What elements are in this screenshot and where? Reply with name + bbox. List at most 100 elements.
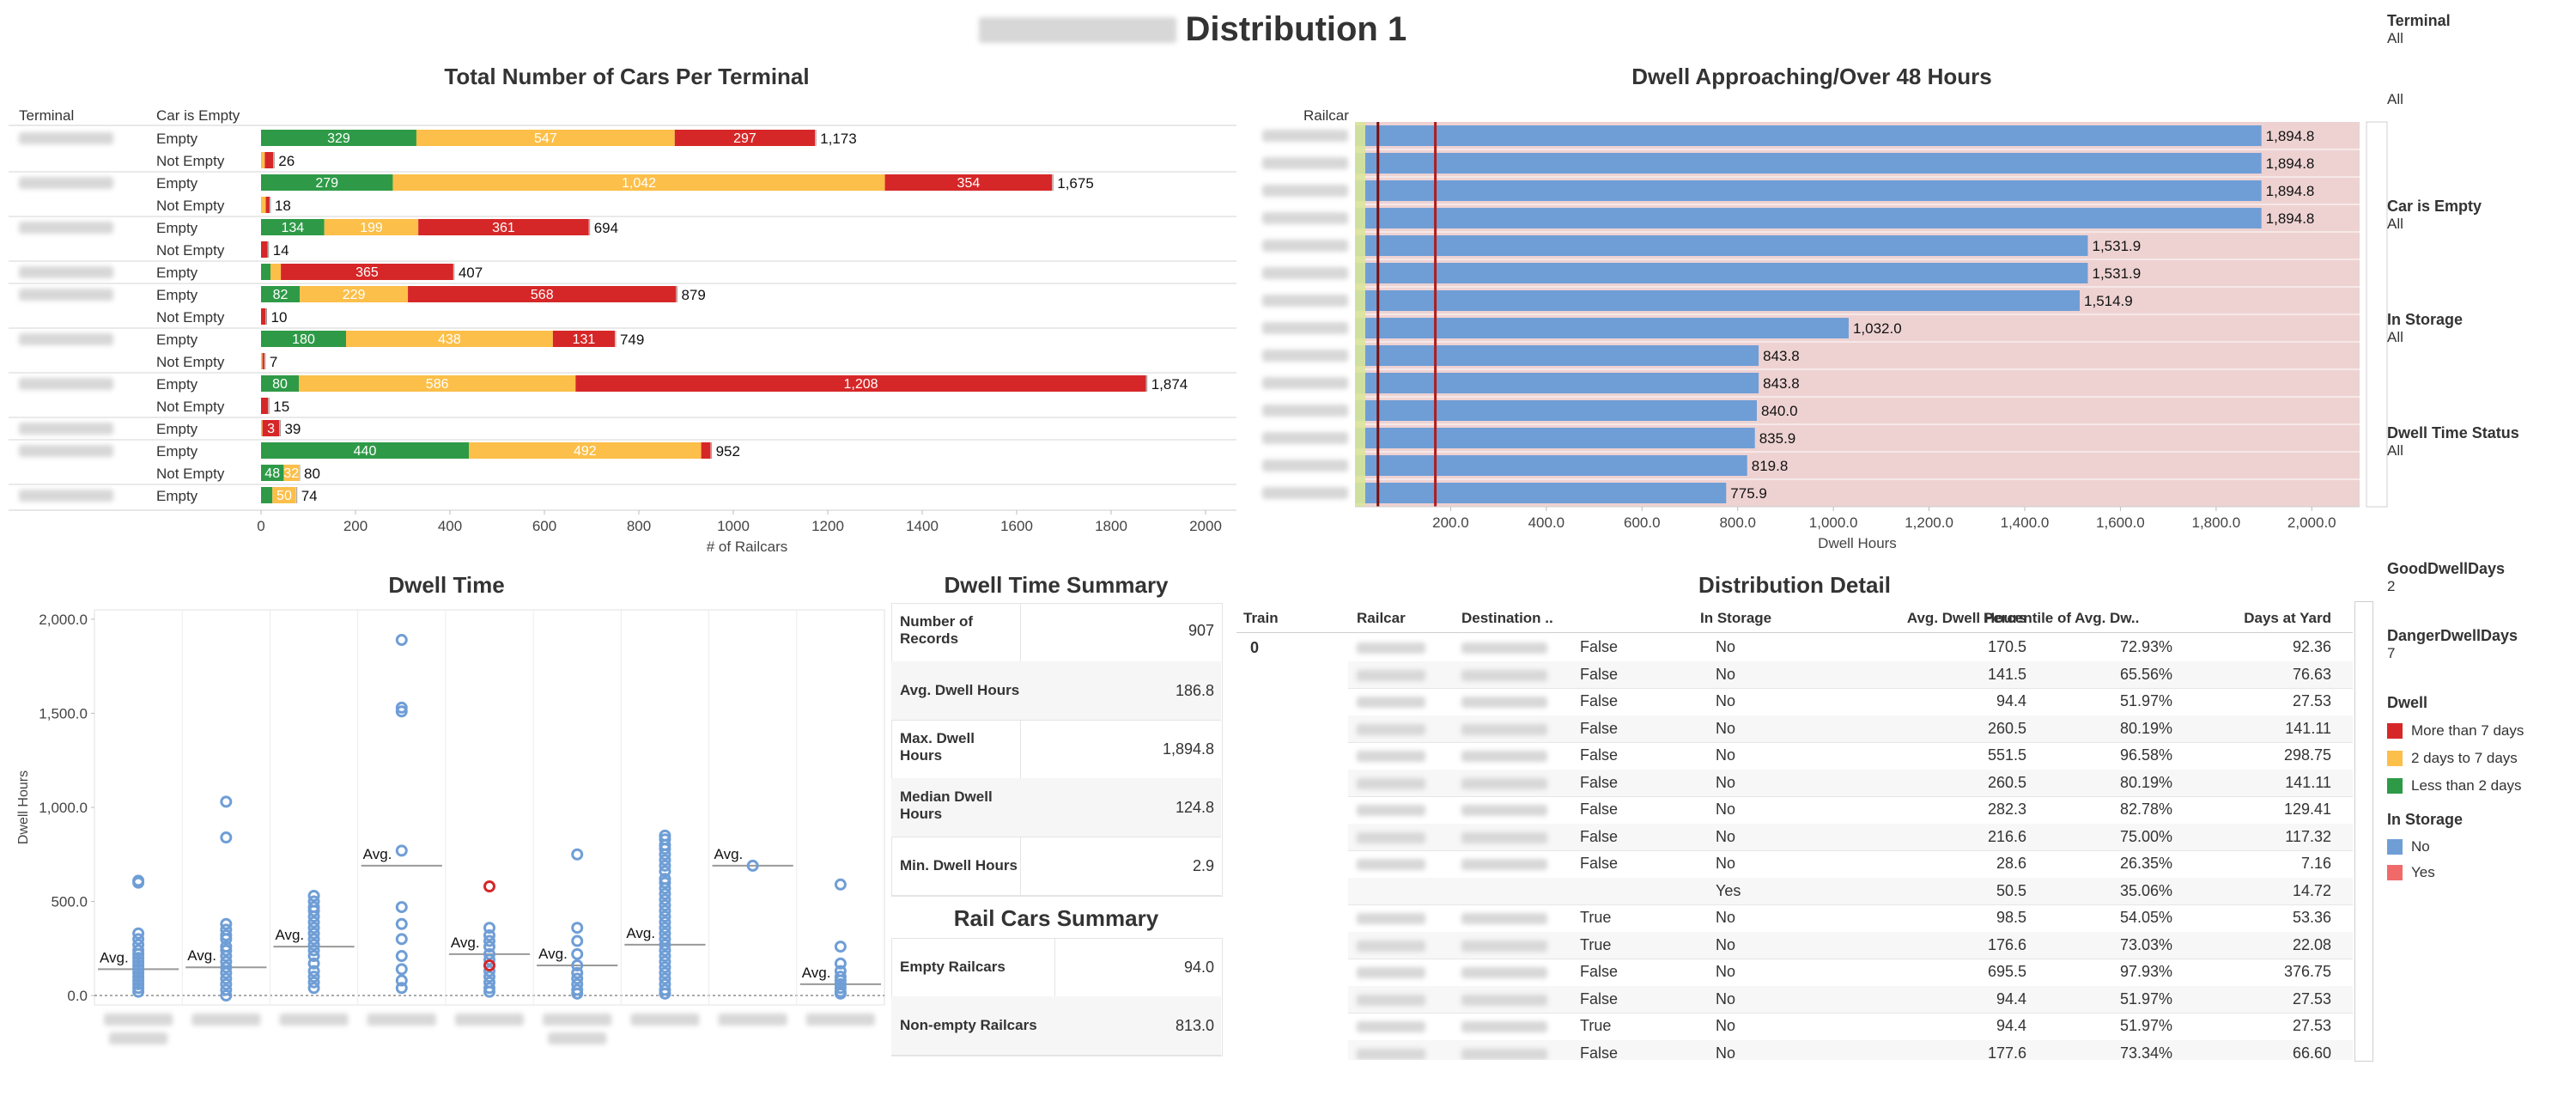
scatter-point [132, 955, 145, 968]
detail-days-at-yard: 92.36 [2292, 638, 2331, 655]
redacted-railcar [1357, 751, 1425, 762]
scatter-point [220, 933, 233, 946]
filter-title: In Storage [2387, 311, 2464, 328]
detail-percentile: 51.97% [2119, 692, 2172, 709]
filter-terminal[interactable]: Terminal All [2387, 12, 2567, 47]
legend-item[interactable]: 2 days to 7 days [2387, 745, 2567, 772]
filter-dwell-time-status[interactable]: Dwell Time Status All [2387, 424, 2567, 460]
detail-avg-dwell-hours: 260.5 [1987, 719, 2026, 737]
bar-segment [324, 219, 419, 235]
param-value[interactable]: 7 [2387, 645, 2396, 661]
detail-flag: False [1580, 638, 1619, 655]
redacted-railcar-id [1262, 460, 1348, 472]
legend-swatch-blue [2387, 839, 2403, 855]
car-empty-label: Not Empty [156, 309, 225, 326]
filter-value[interactable]: All [2387, 91, 2403, 107]
detail-row[interactable] [1348, 877, 2353, 905]
scatter-point [132, 947, 145, 960]
scatter-point [307, 889, 320, 902]
detail-days-at-yard: 53.36 [2292, 909, 2331, 926]
scatter-point [395, 974, 408, 987]
summary-row: Avg. Dwell Hours 186.8 [891, 661, 1221, 721]
filter-value[interactable]: All [2387, 216, 2403, 232]
scatter-point [307, 965, 320, 977]
redacted-destination [1461, 751, 1547, 762]
legend-item[interactable]: No [2387, 834, 2567, 860]
x-tick-label: 400.0 [1528, 514, 1565, 531]
bar-total-label: 18 [275, 198, 291, 214]
detail-percentile: 54.05% [2119, 909, 2172, 926]
filter-unnamed[interactable]: All [2387, 91, 2567, 108]
redacted-terminal-label-line2 [548, 1032, 607, 1044]
detail-in-storage: No [1716, 665, 1736, 683]
x-tick-label: 1,600.0 [2096, 514, 2145, 531]
redacted-railcar [1357, 777, 1425, 789]
dwell-bar [1355, 483, 1727, 503]
scatter-point [659, 843, 671, 855]
terminal-chart-title: Total Number of Cars Per Terminal [444, 64, 810, 89]
scatter-point [132, 971, 145, 983]
filter-car-is-empty[interactable]: Car is Empty All [2387, 198, 2567, 233]
bar-total-label: 7 [270, 354, 277, 370]
scatter-point [132, 982, 145, 995]
redacted-destination [1461, 859, 1547, 870]
segment-label: 1,208 [843, 377, 878, 392]
redacted-terminal-label [630, 1014, 700, 1026]
bar-total-label: 1,173 [820, 131, 857, 147]
param-danger-dwell-days[interactable]: DangerDwellDays 7 [2387, 627, 2567, 662]
segment-label: 180 [292, 332, 315, 347]
summary-row: Median Dwell Hours 124.8 [891, 778, 1221, 837]
detail-flag: False [1580, 719, 1619, 737]
legend-item[interactable]: More than 7 days [2387, 717, 2567, 745]
car-empty-label: Empty [156, 131, 198, 147]
scatter-point [483, 971, 495, 983]
bar-segment [261, 442, 469, 459]
filter-value[interactable]: All [2387, 30, 2403, 46]
detail-avg-dwell-hours: 551.5 [1987, 746, 2026, 764]
segment-label: 32 [283, 466, 299, 481]
bar-segment [270, 264, 282, 280]
average-label: Avg. [626, 925, 655, 941]
segment-label: 568 [531, 288, 554, 302]
scatter-point [659, 848, 671, 861]
dwell-time-scatter: 2,000.0 1,500.0 1,000.0 500.0 0.0 Dwell Hours… [16, 609, 885, 1044]
detail-scrollbar[interactable] [2354, 601, 2373, 1062]
redacted-terminal-label [543, 1014, 612, 1026]
param-good-dwell-days[interactable]: GoodDwellDays 2 [2387, 560, 2567, 595]
filter-title: Dwell Time Status [2387, 424, 2519, 441]
filter-value[interactable]: All [2387, 329, 2403, 345]
dwell-bar-label: 819.8 [1752, 458, 1789, 474]
detail-avg-dwell-hours: 260.5 [1987, 773, 2026, 791]
detail-in-storage: No [1716, 692, 1736, 709]
average-label: Avg. [451, 934, 480, 951]
redacted-terminal-name [19, 423, 113, 435]
bar-total-label: 1,675 [1057, 175, 1094, 192]
dwell-bar [1355, 180, 2262, 201]
redacted-railcar [1357, 805, 1425, 816]
dwell-bar-label: 1,531.9 [2092, 265, 2141, 282]
detail-row[interactable] [1348, 1039, 2353, 1060]
detail-column-header: Train [1243, 610, 1279, 626]
scatter-point [659, 927, 671, 940]
scatter-point [132, 977, 145, 990]
legend-item[interactable]: Yes [2387, 860, 2567, 886]
scatter-point [659, 916, 671, 928]
bar-total-label: 749 [620, 332, 644, 348]
summary-value: 124.8 [1175, 799, 1214, 816]
detail-column-header: Destination .. [1461, 610, 1553, 626]
detail-percentile: 97.93% [2119, 963, 2172, 980]
scatter-point [395, 982, 408, 995]
bar-segment [261, 130, 416, 146]
x-tick-label: 600.0 [1624, 514, 1661, 531]
filter-value[interactable]: All [2387, 442, 2403, 459]
detail-avg-dwell-hours: 28.6 [1996, 855, 2026, 872]
param-value[interactable]: 2 [2387, 578, 2396, 594]
legend-item[interactable]: Less than 2 days [2387, 772, 2567, 800]
legend-swatch-orange [2387, 751, 2403, 766]
scatter-point [659, 944, 671, 957]
filter-in-storage[interactable]: In Storage All [2387, 311, 2567, 346]
scatter-point [132, 944, 145, 957]
scatter-point [395, 701, 408, 714]
summary-row: Max. Dwell Hours 1,894.8 [891, 720, 1221, 779]
detail-column-header: In Storage [1700, 610, 1772, 626]
